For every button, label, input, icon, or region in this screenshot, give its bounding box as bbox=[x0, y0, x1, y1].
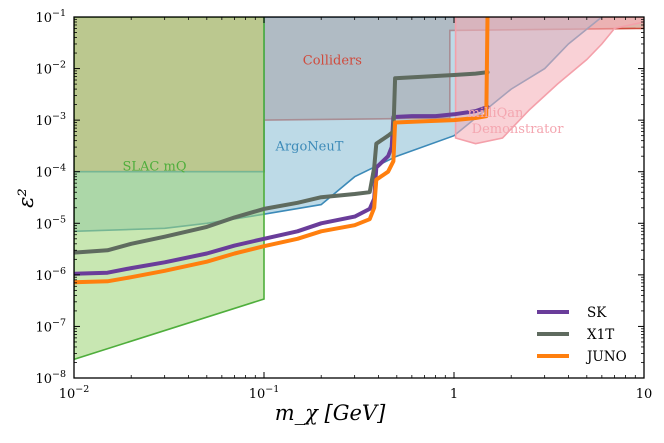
y-tick-label: 10−3 bbox=[35, 111, 66, 129]
y-tick-exponent: −5 bbox=[52, 214, 66, 225]
y-tick-exponent: −7 bbox=[52, 317, 66, 328]
y-tick-label: 10−4 bbox=[35, 163, 66, 181]
y-tick-exponent: −3 bbox=[52, 111, 66, 122]
y-tick-exponent: −6 bbox=[52, 266, 66, 277]
x-tick-base: 1 bbox=[450, 387, 458, 402]
sensitivity-curves bbox=[74, 17, 490, 285]
region-slac-mq bbox=[74, 17, 265, 361]
excluded-regions bbox=[74, 17, 644, 361]
plot-frame bbox=[73, 16, 645, 379]
x-axis-label: m_χ [GeV] bbox=[275, 401, 386, 425]
legend: SK X1T JUNO bbox=[537, 305, 627, 365]
y-tick-base: 10 bbox=[35, 320, 52, 335]
y-tick-exponent: −8 bbox=[52, 369, 66, 380]
region-label-line: Demonstrator bbox=[472, 122, 565, 137]
legend-label-x1t: X1T bbox=[587, 327, 614, 343]
y-tick-exponent: −1 bbox=[52, 8, 66, 19]
y-tick-base: 10 bbox=[35, 63, 52, 78]
region-label-line: milliQan bbox=[468, 106, 524, 121]
x-tick-label: 10−2 bbox=[59, 384, 90, 402]
y-tick-base: 10 bbox=[35, 114, 52, 129]
y-tick-label: 10−8 bbox=[35, 369, 66, 387]
series-line-sk bbox=[74, 105, 490, 276]
y-tick-base: 10 bbox=[35, 217, 52, 232]
y-tick-label: 10−1 bbox=[35, 8, 66, 26]
axis-ticks: 10−2 10−1 1 1010−810−710−610−510−410−310−21… bbox=[35, 8, 652, 402]
x-tick-exponent: −1 bbox=[265, 384, 279, 395]
y-axis-label: ε² bbox=[14, 188, 38, 208]
y-tick-label: 10−5 bbox=[35, 214, 66, 232]
y-tick-exponent: −2 bbox=[52, 60, 66, 71]
legend-label-sk: SK bbox=[587, 305, 607, 321]
y-tick-base: 10 bbox=[35, 372, 52, 387]
legend-label-juno: JUNO bbox=[585, 349, 627, 365]
y-tick-label: 10−2 bbox=[35, 60, 66, 78]
region-label-milliqan-demonstrator: milliQan Demonstrator bbox=[468, 106, 565, 137]
y-tick-base: 10 bbox=[35, 166, 52, 181]
y-tick-base: 10 bbox=[35, 269, 52, 284]
x-tick-exponent: −2 bbox=[75, 384, 89, 395]
region-label-argoneut: ArgoNeuT bbox=[275, 139, 344, 154]
y-tick-label: 10−7 bbox=[35, 317, 66, 335]
x-tick-base: 10 bbox=[636, 387, 653, 402]
x-tick-base: 10 bbox=[59, 387, 76, 402]
series-line-x1t bbox=[74, 70, 490, 255]
region-label-colliders: Colliders bbox=[303, 53, 362, 68]
region-milliqan-demonstrator bbox=[454, 17, 644, 145]
x-tick-label: 1 bbox=[450, 387, 458, 402]
x-tick-label: 10 bbox=[636, 387, 653, 402]
x-tick-label: 10−1 bbox=[249, 384, 280, 402]
region-labels: Colliders ArgoNeuT milliQan Demonstrator SLA… bbox=[123, 53, 565, 174]
y-tick-exponent: −4 bbox=[52, 163, 66, 174]
x-tick-base: 10 bbox=[249, 387, 266, 402]
series-line-juno bbox=[74, 17, 490, 285]
y-tick-base: 10 bbox=[35, 11, 52, 26]
y-tick-label: 10−6 bbox=[35, 266, 66, 284]
region-label-slac-mq: SLAC mQ bbox=[123, 160, 187, 175]
